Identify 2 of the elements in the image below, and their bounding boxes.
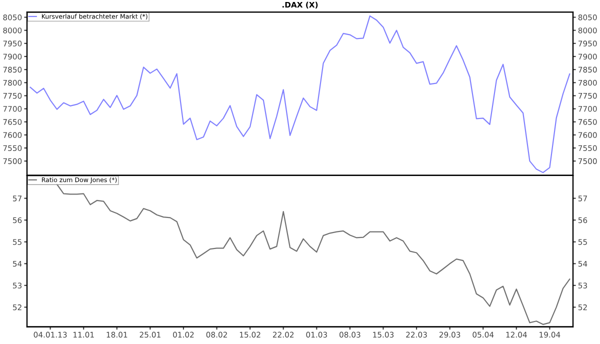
- line-series: [30, 15, 570, 174]
- line-series: [56, 184, 570, 325]
